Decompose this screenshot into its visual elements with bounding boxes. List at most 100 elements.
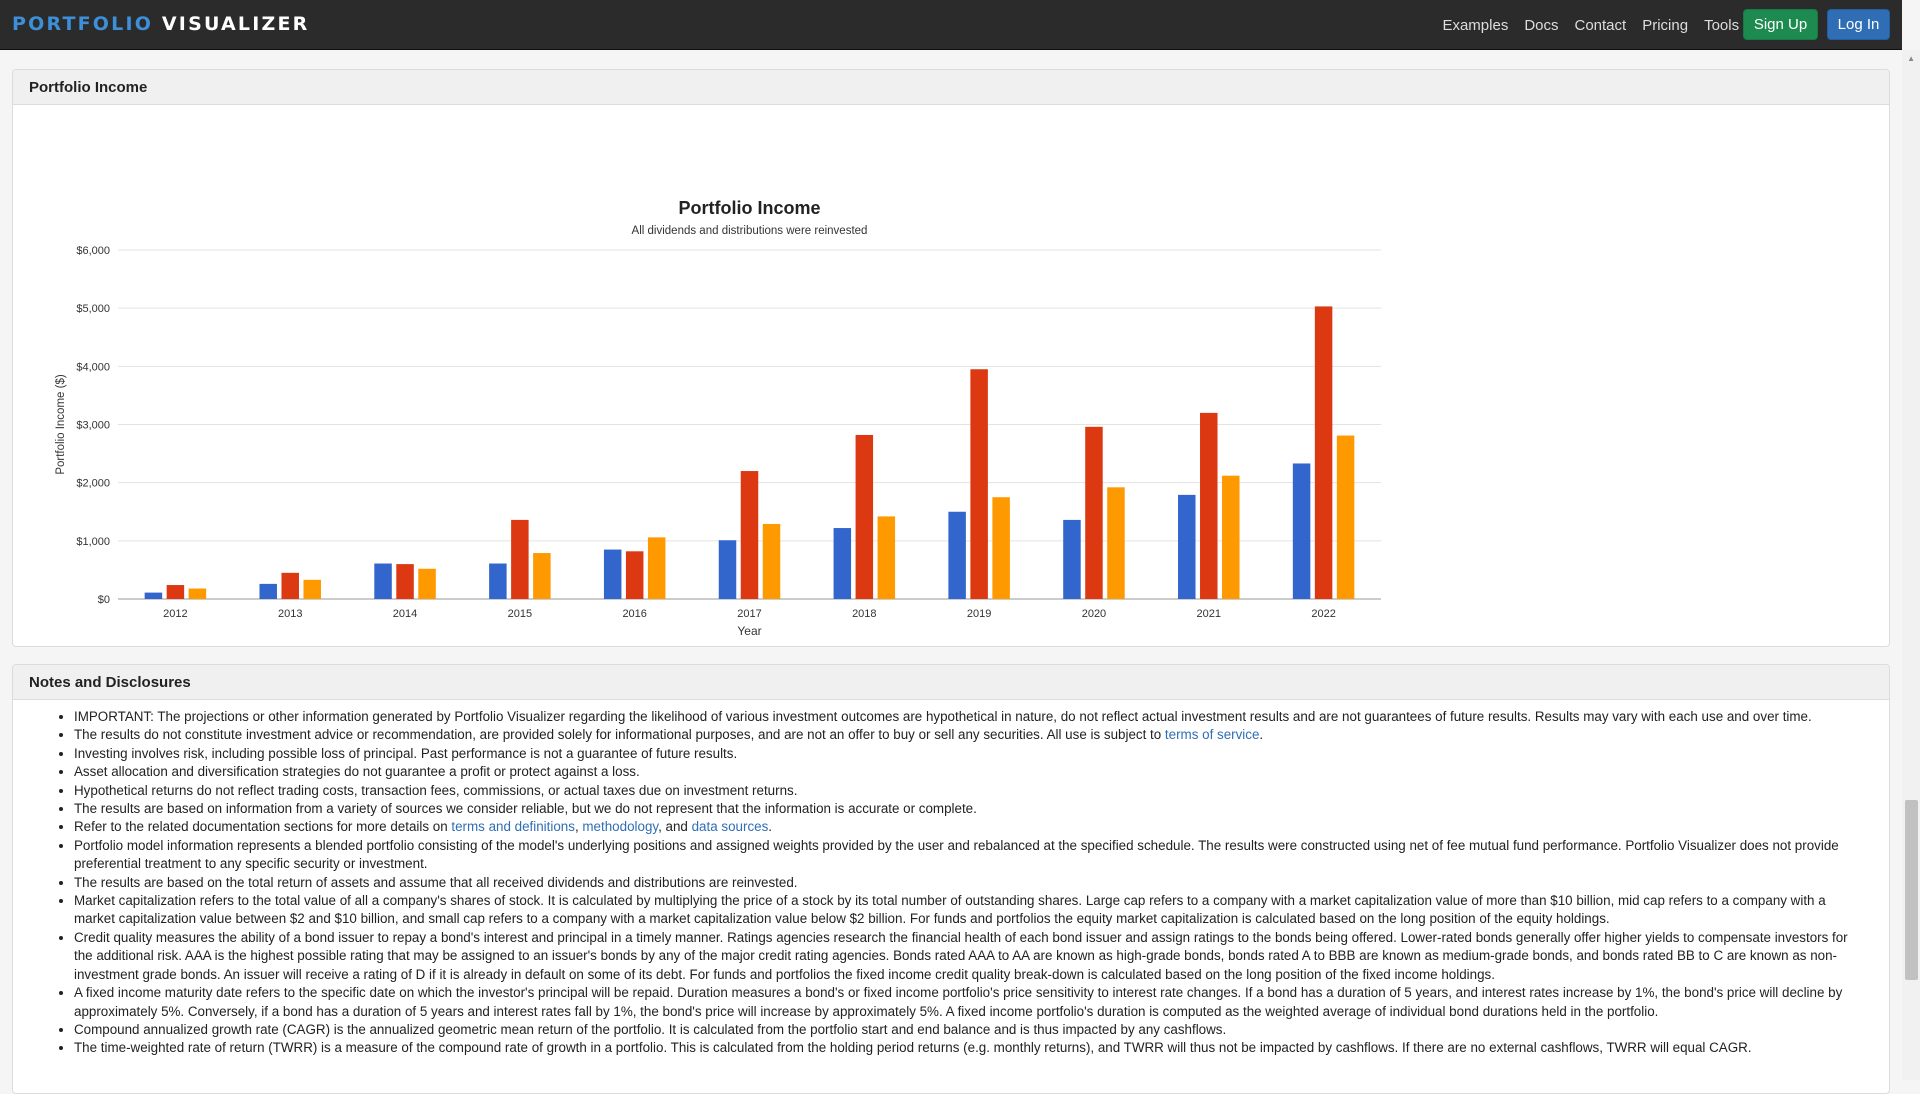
note-text: Refer to the related documentation secti… bbox=[74, 819, 452, 835]
sign-up-button[interactable]: Sign Up bbox=[1743, 9, 1818, 40]
note-text: Credit quality measures the ability of a… bbox=[74, 929, 1848, 982]
bar-portfolio-2 bbox=[740, 471, 759, 599]
scroll-up-arrow-icon[interactable]: ▲ bbox=[1907, 54, 1915, 63]
bar-portfolio-2 bbox=[396, 564, 414, 599]
brand-logo[interactable]: PORTFOLIO VISUALIZER bbox=[12, 13, 309, 35]
bar-portfolio-3 bbox=[1222, 475, 1240, 599]
portfolio-income-chart: Portfolio Income All dividends and distri… bbox=[55, 198, 1381, 638]
x-tick-label: 2014 bbox=[393, 608, 417, 620]
note-text: , bbox=[574, 819, 583, 835]
notes-list: IMPORTANT: The projections or other info… bbox=[33, 708, 1869, 1058]
note-link[interactable]: terms and definitions bbox=[451, 819, 575, 835]
panel-heading: Portfolio Income bbox=[13, 70, 1889, 105]
note-item: The results are based on the total retur… bbox=[74, 874, 1869, 892]
nav-link-pricing[interactable]: Pricing bbox=[1642, 16, 1689, 34]
bar-portfolio-3 bbox=[877, 516, 896, 599]
y-tick-label: $1,000 bbox=[76, 536, 110, 548]
note-text: Portfolio model information represents a… bbox=[74, 837, 1839, 872]
note-text: Market capitalization refers to the tota… bbox=[74, 893, 1826, 927]
note-item: The time-weighted rate of return (TWRR) … bbox=[74, 1039, 1869, 1057]
brand-part1: PORTFOLIO bbox=[12, 13, 154, 35]
y-tick-label: $3,000 bbox=[76, 420, 110, 432]
bar-portfolio-2 bbox=[511, 519, 529, 599]
bar-portfolio-2 bbox=[166, 585, 185, 599]
note-text: The results do not constitute investment… bbox=[74, 727, 1165, 743]
x-tick-label: 2021 bbox=[1197, 608, 1221, 620]
bar-portfolio-1 bbox=[1292, 463, 1311, 599]
page-scrollbar[interactable]: ▲ bbox=[1902, 50, 1920, 1080]
note-item: Credit quality measures the ability of a… bbox=[74, 929, 1869, 984]
log-in-button[interactable]: Log In bbox=[1827, 9, 1890, 40]
bar-portfolio-1 bbox=[259, 583, 277, 599]
note-text: A fixed income maturity date refers to t… bbox=[74, 985, 1843, 1019]
x-tick-label: 2013 bbox=[278, 608, 302, 620]
note-item: Compound annualized growth rate (CAGR) i… bbox=[74, 1021, 1869, 1039]
bar-portfolio-1 bbox=[489, 563, 507, 599]
x-tick-label: 2019 bbox=[967, 608, 991, 620]
panel-heading: Notes and Disclosures bbox=[13, 665, 1889, 700]
nav-link-contact[interactable]: Contact bbox=[1574, 16, 1627, 34]
bar-portfolio-1 bbox=[718, 540, 737, 599]
bar-portfolio-2 bbox=[1200, 412, 1218, 599]
bar-portfolio-1 bbox=[948, 511, 966, 599]
bar-portfolio-3 bbox=[762, 523, 781, 599]
note-item: The results do not constitute investment… bbox=[74, 726, 1869, 744]
bar-portfolio-3 bbox=[188, 588, 207, 599]
x-tick-label: 2017 bbox=[737, 608, 761, 620]
notes-body: IMPORTANT: The projections or other info… bbox=[13, 700, 1889, 1058]
bar-portfolio-1 bbox=[144, 592, 163, 599]
bar-portfolio-3 bbox=[303, 579, 321, 599]
nav-link-docs[interactable]: Docs bbox=[1524, 16, 1559, 34]
bar-portfolio-3 bbox=[418, 568, 436, 599]
note-link[interactable]: methodology bbox=[582, 819, 659, 835]
x-tick-label: 2015 bbox=[508, 608, 532, 620]
chart-subtitle: All dividends and distributions were rei… bbox=[632, 225, 868, 237]
portfolio-income-panel: Portfolio Income Portfolio Income All div… bbox=[12, 69, 1890, 647]
note-link[interactable]: terms of service bbox=[1164, 727, 1260, 743]
bar-portfolio-1 bbox=[603, 549, 622, 599]
note-item: The results are based on information fro… bbox=[74, 800, 1869, 818]
bar-portfolio-1 bbox=[833, 528, 852, 599]
notes-disclosures-panel: Notes and Disclosures IMPORTANT: The pro… bbox=[12, 664, 1890, 1094]
note-item: Asset allocation and diversification str… bbox=[74, 763, 1869, 781]
bar-portfolio-2 bbox=[855, 434, 874, 599]
y-axis-label: Portfolio Income ($) bbox=[55, 374, 67, 475]
top-navbar: PORTFOLIO VISUALIZER Examples Docs Conta… bbox=[0, 0, 1902, 50]
note-text: Asset allocation and diversification str… bbox=[74, 764, 640, 780]
bar-portfolio-1 bbox=[374, 563, 392, 599]
x-tick-label: 2012 bbox=[163, 608, 187, 620]
note-text: The results are based on the total retur… bbox=[74, 874, 798, 890]
note-text: . bbox=[768, 819, 773, 835]
note-text: Investing involves risk, including possi… bbox=[74, 745, 738, 761]
bar-portfolio-2 bbox=[1085, 426, 1103, 599]
nav-links: Examples Docs Contact Pricing Tools▼ bbox=[1426, 0, 1754, 50]
y-tick-label: $6,000 bbox=[76, 245, 110, 257]
bar-portfolio-1 bbox=[1178, 494, 1196, 599]
note-item: Hypothetical returns do not reflect trad… bbox=[74, 782, 1869, 800]
bar-portfolio-3 bbox=[1107, 487, 1125, 599]
note-text: Hypothetical returns do not reflect trad… bbox=[74, 782, 798, 798]
note-item: Investing involves risk, including possi… bbox=[74, 745, 1869, 763]
note-text: The results are based on information fro… bbox=[74, 801, 977, 817]
note-item: Refer to the related documentation secti… bbox=[74, 818, 1869, 836]
bar-portfolio-2 bbox=[281, 572, 299, 599]
note-text: , and bbox=[658, 819, 692, 835]
y-tick-label: $0 bbox=[98, 594, 110, 606]
bar-portfolio-3 bbox=[533, 553, 551, 599]
bar-portfolio-2 bbox=[970, 369, 988, 599]
note-link[interactable]: data sources bbox=[691, 819, 769, 835]
tools-label: Tools bbox=[1704, 16, 1740, 34]
y-tick-label: $2,000 bbox=[76, 478, 110, 490]
bar-portfolio-2 bbox=[1314, 306, 1333, 599]
x-tick-label: 2018 bbox=[852, 608, 876, 620]
bar-portfolio-1 bbox=[1063, 519, 1081, 599]
bar-portfolio-3 bbox=[992, 497, 1010, 599]
note-item: Portfolio model information represents a… bbox=[74, 837, 1869, 874]
bar-portfolio-3 bbox=[647, 537, 666, 599]
scrollbar-thumb[interactable] bbox=[1905, 800, 1918, 980]
nav-link-examples[interactable]: Examples bbox=[1442, 16, 1509, 34]
x-tick-label: 2020 bbox=[1082, 608, 1106, 620]
x-tick-label: 2022 bbox=[1311, 608, 1335, 620]
note-item: Market capitalization refers to the tota… bbox=[74, 892, 1869, 929]
bar-portfolio-2 bbox=[625, 551, 644, 599]
